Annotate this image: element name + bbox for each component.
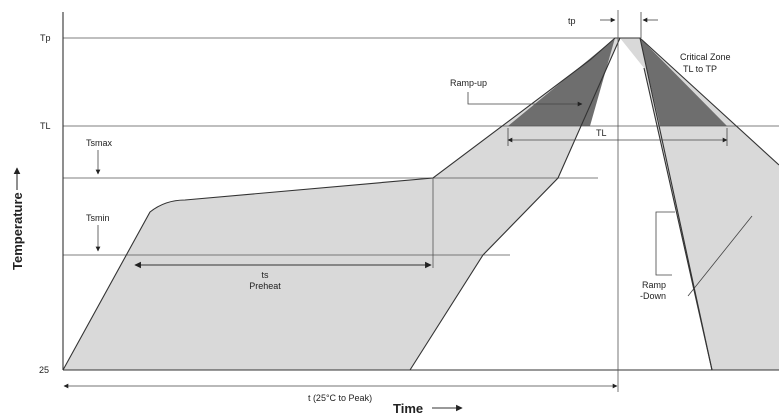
- upper-profile-curve: [62, 37, 779, 371]
- temperature-axis-title: Temperature: [10, 167, 25, 270]
- tp-label: Tp: [40, 33, 51, 43]
- ramp-down-pointer: [655, 211, 675, 276]
- tp-duration-label: tp: [568, 16, 576, 26]
- total-time-label: t (25°C to Peak): [308, 393, 372, 403]
- time-axis-text: Time: [393, 401, 423, 416]
- tsmin-label: Tsmin: [86, 213, 110, 223]
- ramp-down-label-2: -Down: [640, 291, 666, 301]
- ramp-up-pointer: [467, 92, 583, 107]
- preheat-region: [63, 38, 779, 370]
- ramp-down-outer-curve: [643, 67, 713, 371]
- time-axis-title: Time: [393, 401, 463, 416]
- lower-profile-curve: [409, 37, 621, 371]
- critical-zone-label-2: TL to TP: [683, 64, 717, 74]
- ramp-down-label-1: Ramp: [642, 280, 666, 290]
- ts-label: ts: [261, 270, 269, 280]
- tsmax-label: Tsmax: [86, 138, 113, 148]
- ramp-down-diagonal: [687, 215, 753, 297]
- tl-duration-label: TL: [596, 128, 607, 138]
- preheat-label: Preheat: [249, 281, 281, 291]
- critical-zone-label-1: Critical Zone: [680, 52, 731, 62]
- tl-label: TL: [40, 121, 51, 131]
- temperature-axis-text: Temperature: [10, 192, 25, 270]
- t25-label: 25: [39, 365, 49, 375]
- critical-zone-right: [640, 38, 727, 126]
- ramp-up-label: Ramp-up: [450, 78, 487, 88]
